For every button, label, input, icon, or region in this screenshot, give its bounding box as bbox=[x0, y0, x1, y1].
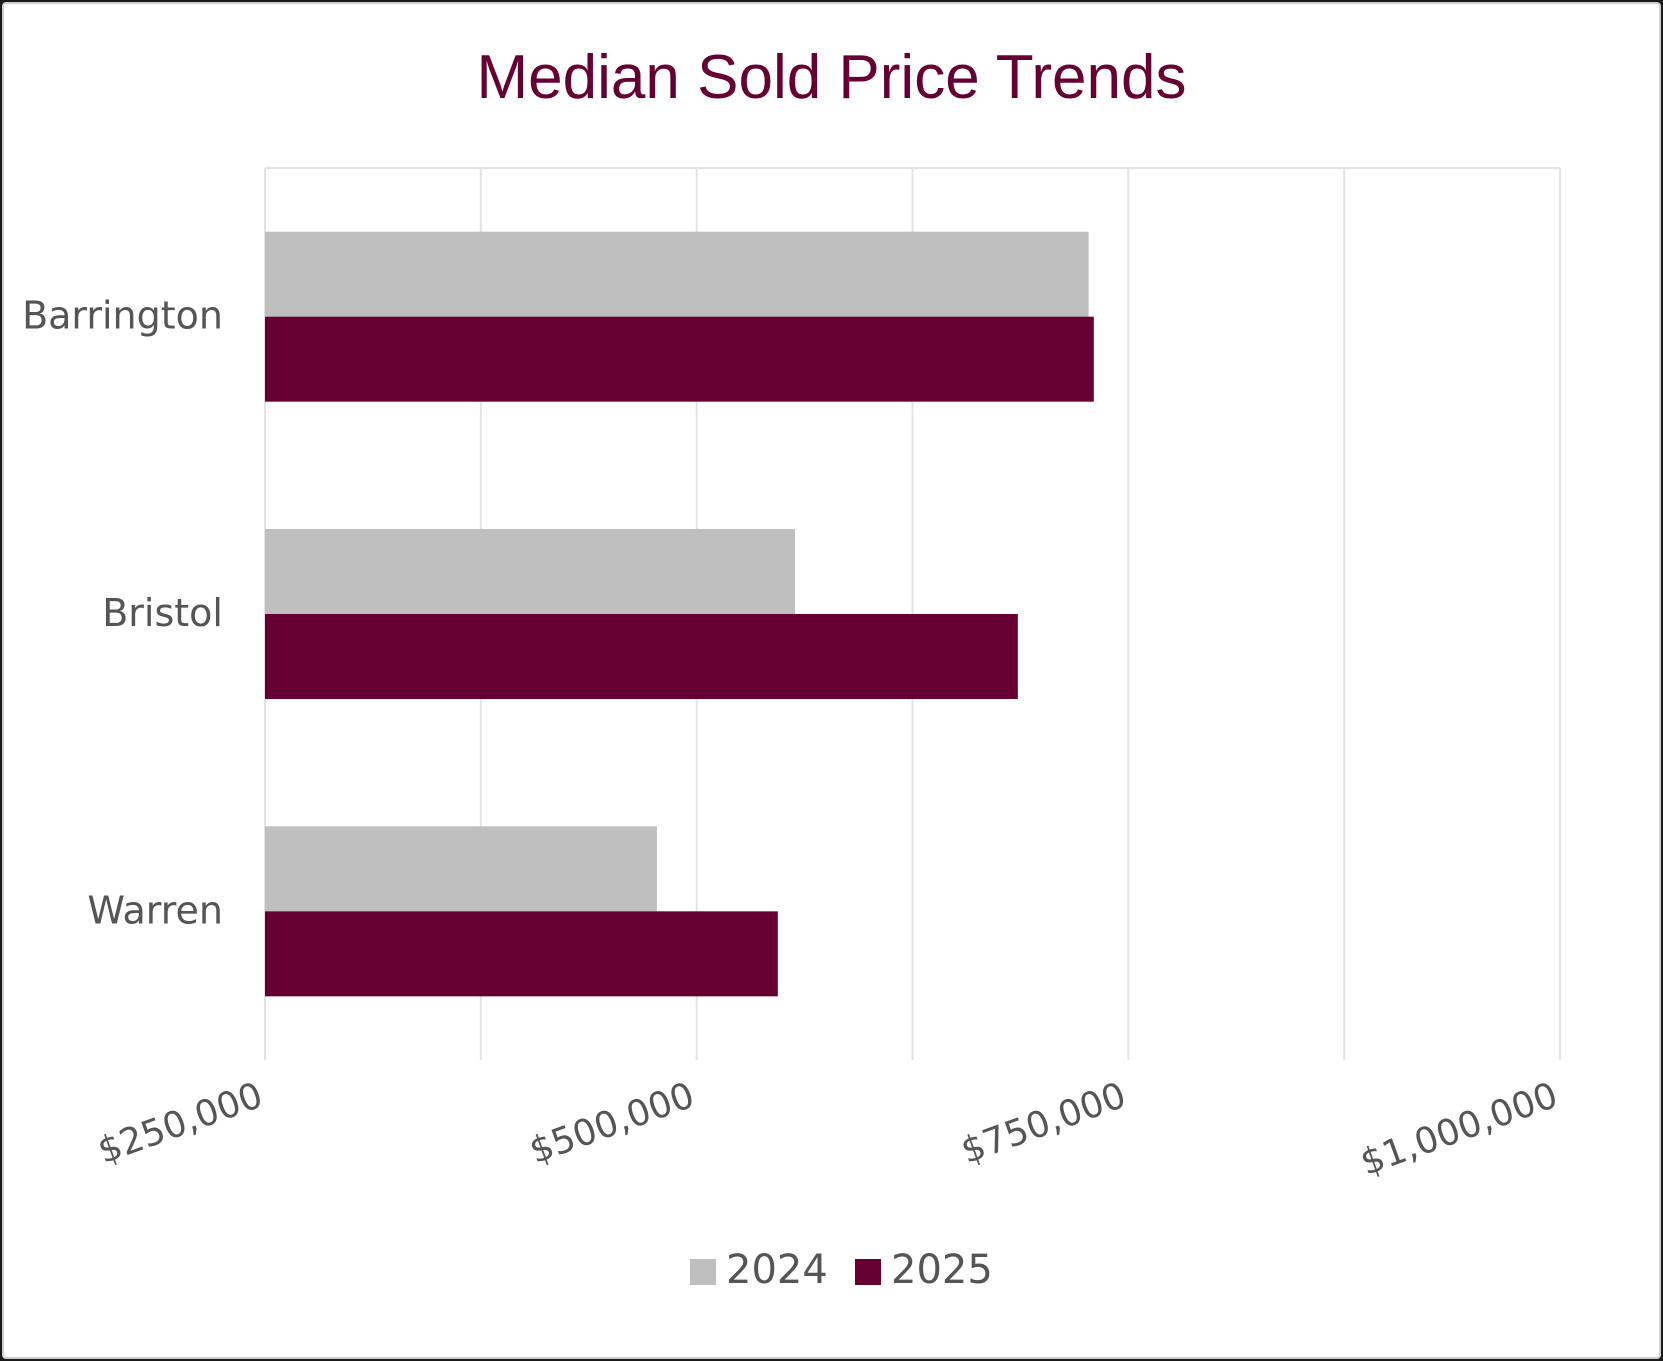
legend-swatch-2024 bbox=[690, 1259, 716, 1285]
bar-2025-barrington bbox=[265, 316, 1094, 402]
bar-2025-bristol bbox=[265, 614, 1018, 699]
x-tick-label: $250,000 bbox=[93, 1075, 268, 1172]
category-label: Bristol bbox=[102, 591, 223, 635]
x-tick-label: $750,000 bbox=[956, 1075, 1131, 1172]
legend-swatch-2025 bbox=[855, 1259, 881, 1285]
bar-2024-warren bbox=[265, 826, 657, 912]
x-tick-label: $500,000 bbox=[524, 1075, 699, 1172]
legend-label-2024: 2024 bbox=[726, 1247, 828, 1293]
category-label: Warren bbox=[87, 888, 223, 932]
bar-2025-warren bbox=[265, 911, 778, 997]
legend-label-2025: 2025 bbox=[891, 1247, 993, 1293]
chart-title: Median Sold Price Trends bbox=[476, 43, 1187, 112]
bar-2024-bristol bbox=[265, 529, 796, 614]
x-tick-label: $1,000,000 bbox=[1355, 1075, 1563, 1184]
category-label: Barrington bbox=[22, 294, 223, 338]
bar-2024-barrington bbox=[265, 231, 1089, 317]
